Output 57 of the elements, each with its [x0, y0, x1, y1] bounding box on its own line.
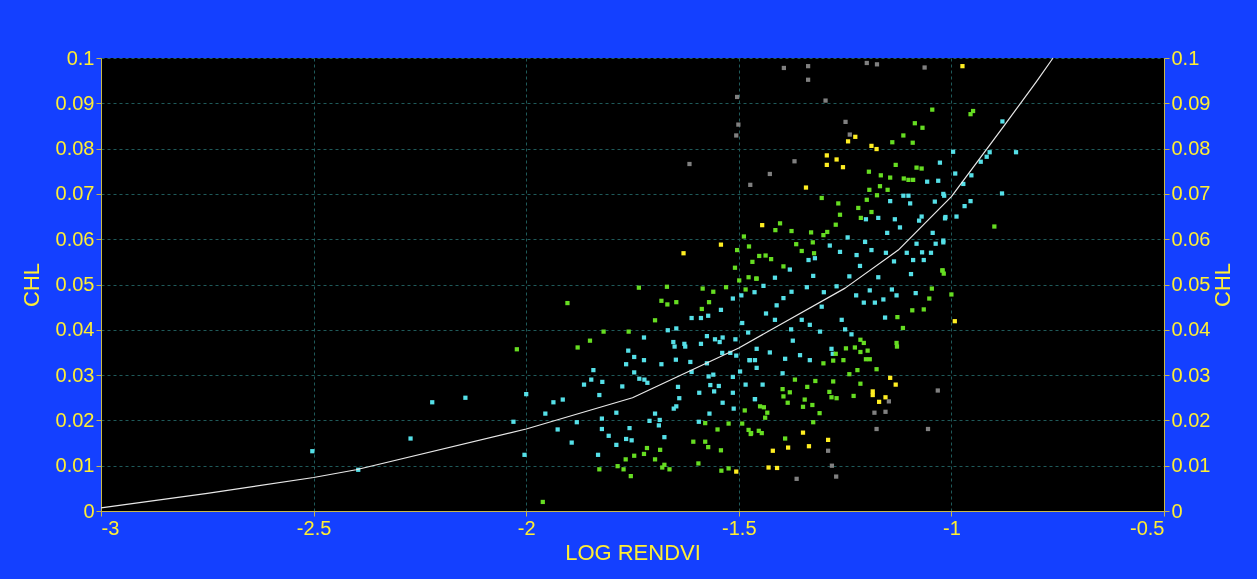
- y2-tick-label: 0.08: [1171, 137, 1211, 160]
- y-tick-label: 0.07: [55, 182, 95, 205]
- y-tick-label: 0.09: [55, 91, 95, 114]
- point: [935, 388, 940, 393]
- y-tick-label: 0.04: [55, 318, 95, 341]
- point: [734, 469, 739, 474]
- y2-tick-label: 0.09: [1171, 91, 1211, 114]
- point: [883, 409, 888, 414]
- y-tick-label: 0.06: [55, 227, 95, 250]
- point: [823, 98, 828, 103]
- point: [681, 251, 686, 256]
- point: [883, 395, 888, 400]
- y2-tick-label: 0: [1171, 499, 1183, 522]
- point: [792, 159, 797, 164]
- x-tick-label: -1: [943, 516, 961, 539]
- y2-tick-label: 0.04: [1171, 318, 1211, 341]
- point: [874, 426, 879, 432]
- x-tick-label: -2.5: [296, 516, 332, 539]
- y2-tick-label: 0.01: [1171, 454, 1211, 477]
- x-tick-label: -3: [101, 516, 120, 539]
- point: [872, 410, 877, 415]
- y-tick-label: 0.01: [55, 454, 95, 477]
- point: [834, 474, 839, 479]
- point: [803, 185, 809, 190]
- point: [834, 157, 839, 162]
- point: [869, 143, 874, 148]
- y2-tick-label: 0.03: [1171, 363, 1211, 386]
- y-tick-label: 0.08: [55, 137, 95, 160]
- y2-tick-label: 0.1: [1171, 46, 1200, 69]
- point: [687, 161, 692, 167]
- y-tick-label: 0.02: [55, 408, 95, 431]
- point: [960, 64, 965, 69]
- point: [843, 119, 848, 124]
- point: [893, 382, 898, 387]
- point: [847, 132, 852, 137]
- point: [922, 65, 927, 70]
- y-tick-label: 0.1: [66, 46, 95, 69]
- point: [736, 122, 741, 127]
- x-tick-label: -1.5: [722, 516, 757, 539]
- point: [734, 133, 739, 138]
- x-axis-title: LOG RENDVI: [565, 539, 701, 565]
- point: [766, 465, 771, 470]
- line-series: [100, 57, 1054, 509]
- y-tick-label: 0: [83, 499, 95, 522]
- y-tick-label: 0.05: [55, 273, 95, 295]
- y2-tick-label: 0.07: [1171, 182, 1211, 205]
- point: [824, 153, 829, 158]
- x-tick-label: -2: [517, 516, 536, 539]
- y2-tick-label: 0.06: [1171, 227, 1211, 250]
- y2-tick-label: 0.05: [1171, 273, 1211, 295]
- y2-tick-label: 0.02: [1171, 408, 1211, 431]
- point: [786, 445, 791, 450]
- x-tick-label: -0.5: [1130, 516, 1165, 539]
- y2-axis-title: CHL: [1209, 262, 1235, 308]
- point: [874, 146, 879, 152]
- y-axis-title: CHL: [18, 262, 44, 308]
- y-tick-label: 0.03: [55, 363, 95, 386]
